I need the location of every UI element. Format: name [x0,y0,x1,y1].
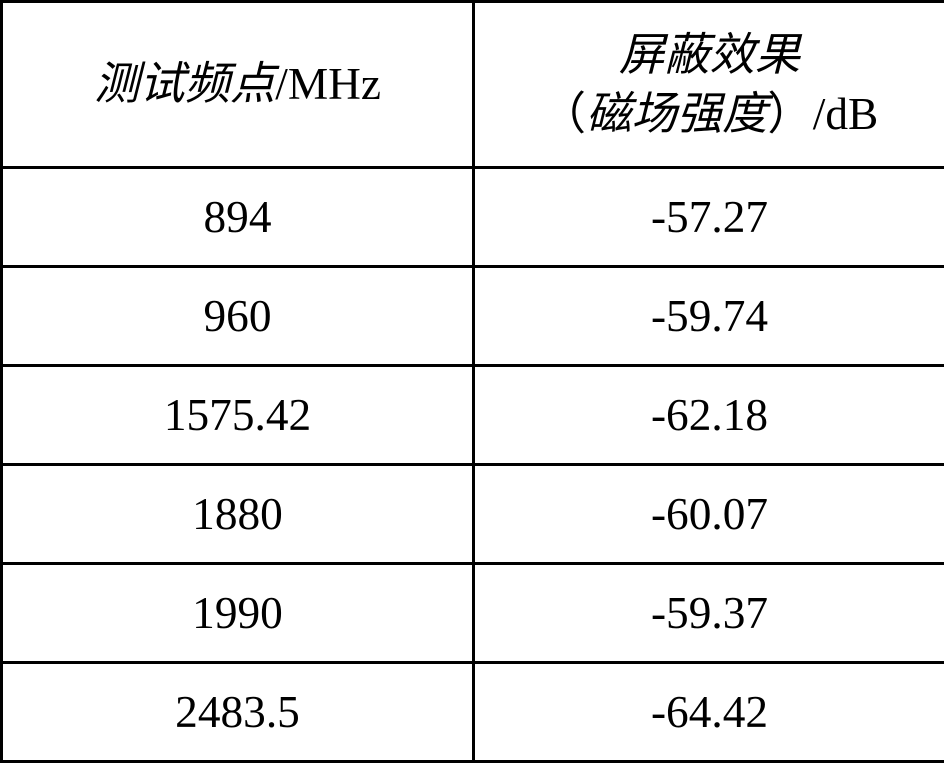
col-header-shielding-line2: （磁场强度）/dB [475,85,944,144]
table-row: 2483.5-64.42 [2,663,944,762]
col-header-shielding: 屏蔽效果 （磁场强度）/dB [474,2,944,168]
col-header-frequency: 测试频点/MHz [2,2,474,168]
table-body: 894-57.27960-59.741575.42-62.181880-60.0… [2,168,944,762]
cell-shielding: -59.37 [474,564,944,663]
cell-frequency: 1880 [2,465,474,564]
cell-shielding: -62.18 [474,366,944,465]
table-header-row: 测试频点/MHz 屏蔽效果 （磁场强度）/dB [2,2,944,168]
table-row: 894-57.27 [2,168,944,267]
col-header-shielding-close-paren: ） [767,89,812,139]
table-row: 1990-59.37 [2,564,944,663]
col-header-shielding-line1: 屏蔽效果 [475,26,944,85]
cell-frequency: 1575.42 [2,366,474,465]
shielding-table-container: 测试频点/MHz 屏蔽效果 （磁场强度）/dB 894-57.27960-59.… [0,0,944,763]
shielding-table: 测试频点/MHz 屏蔽效果 （磁场强度）/dB 894-57.27960-59.… [0,0,944,763]
cell-frequency: 2483.5 [2,663,474,762]
col-header-shielding-line1-cjk: 屏蔽效果 [619,30,800,80]
cell-shielding: -59.74 [474,267,944,366]
cell-frequency: 960 [2,267,474,366]
col-header-shielding-unit: /dB [813,89,879,139]
table-row: 960-59.74 [2,267,944,366]
col-header-shielding-line2-cjk: 磁场强度 [586,89,767,139]
col-header-frequency-cjk: 测试频点 [94,59,275,109]
cell-frequency: 1990 [2,564,474,663]
col-header-shielding-open-paren: （ [541,89,586,139]
cell-shielding: -60.07 [474,465,944,564]
col-header-frequency-text: 测试频点/MHz [3,55,472,114]
col-header-frequency-unit: /MHz [275,59,381,109]
table-row: 1880-60.07 [2,465,944,564]
cell-shielding: -64.42 [474,663,944,762]
cell-frequency: 894 [2,168,474,267]
table-row: 1575.42-62.18 [2,366,944,465]
cell-shielding: -57.27 [474,168,944,267]
